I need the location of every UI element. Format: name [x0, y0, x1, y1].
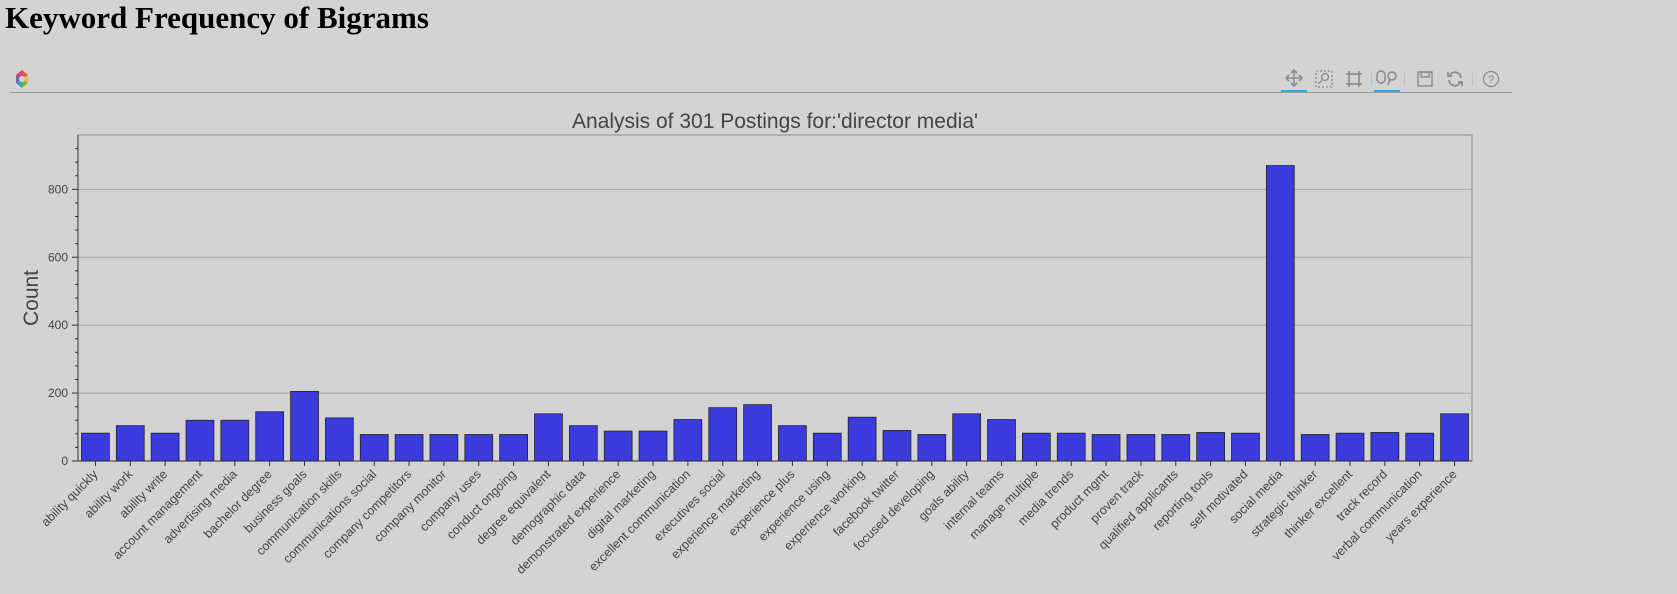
bar: [1370, 432, 1400, 462]
bar: [1231, 432, 1260, 462]
bar: [359, 434, 389, 462]
bar: [255, 411, 285, 462]
wheel-zoom-icon[interactable]: [1374, 66, 1400, 92]
bar: [882, 430, 912, 462]
bar: [603, 430, 633, 462]
bar: [325, 417, 354, 462]
bar: [987, 419, 1016, 462]
bar: [1056, 432, 1086, 462]
bar: [673, 419, 703, 462]
bar: [778, 425, 807, 462]
bar: [812, 432, 842, 462]
bar: [534, 413, 563, 462]
bar: [499, 434, 528, 462]
y-tick-label: 400: [48, 318, 68, 332]
bar: [1335, 432, 1365, 462]
bar: [115, 425, 145, 462]
bar: [1091, 434, 1121, 462]
bar: [1440, 413, 1469, 462]
x-tick-label: company uses: [417, 467, 484, 534]
y-tick-label: 600: [48, 250, 68, 264]
svg-text:?: ?: [1488, 74, 1494, 86]
bar: [708, 407, 738, 462]
chart-toolbar: ?: [10, 62, 1512, 93]
bar: [290, 390, 319, 462]
bokeh-logo-icon[interactable]: [11, 68, 33, 90]
save-icon[interactable]: [1412, 66, 1438, 92]
bar: [847, 416, 877, 462]
bar: [150, 432, 180, 462]
bar: [1405, 432, 1435, 462]
bar: [952, 413, 982, 462]
bar: [638, 430, 668, 462]
y-tick-label: 0: [61, 454, 68, 468]
bar: [81, 432, 110, 462]
bar: [1196, 432, 1225, 462]
bar: [1022, 432, 1051, 462]
y-tick-label: 200: [48, 386, 68, 400]
y-tick-label: 800: [48, 182, 68, 196]
chart-title: Analysis of 301 Postings for:'director m…: [572, 110, 978, 133]
refresh-icon[interactable]: [1442, 66, 1468, 92]
bar-chart: Analysis of 301 Postings for:'director m…: [20, 110, 1473, 577]
bar: [220, 419, 250, 462]
bar: [917, 434, 947, 462]
bar: [1161, 434, 1191, 462]
bar: [464, 434, 494, 462]
bar: [185, 419, 215, 462]
reset-view-icon[interactable]: [1341, 66, 1367, 92]
bar: [568, 425, 598, 462]
bar: [743, 404, 772, 462]
y-axis-label: Count: [20, 270, 43, 326]
bar: [1300, 434, 1330, 462]
page-title: Keyword Frequency of Bigrams: [5, 0, 429, 35]
bar: [1126, 434, 1156, 462]
bar: [429, 434, 459, 462]
pan-icon[interactable]: [1281, 66, 1307, 92]
plot-area: [77, 134, 1473, 462]
box-zoom-icon[interactable]: [1311, 66, 1337, 92]
help-icon[interactable]: ?: [1478, 66, 1504, 92]
bar: [1265, 165, 1295, 462]
bar: [394, 434, 424, 462]
